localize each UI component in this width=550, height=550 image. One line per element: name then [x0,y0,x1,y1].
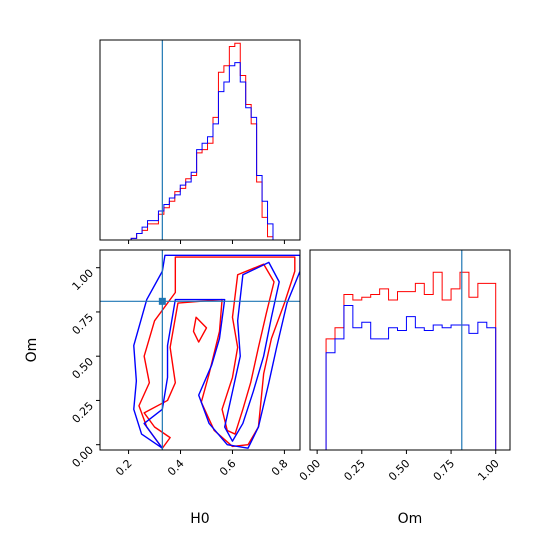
x-axis-label-h0: H0 [190,511,209,527]
hist-om-ticks: 0.00 0.25 0.50 0.75 1.00 [297,450,502,483]
contour-series-a-1 [221,263,275,435]
x-tick-label-om: 0.75 [431,457,458,484]
y-tick-label-om: 0.25 [70,399,97,426]
hist-h0-series-b [130,62,279,240]
contour-series-b-0 [133,254,300,449]
truth-marker [158,297,166,305]
hist-h0-series [130,40,279,240]
contour-ticks: 0.2 0.4 0.6 0.8 0.00 0.25 0.50 0.75 1.00 [70,267,291,479]
hist-om-series-b [317,305,505,450]
hist-h0-panel [99,39,301,244]
y-tick-label-om: 0.75 [70,311,97,338]
x-tick-label-h0: 0.4 [165,457,187,479]
contour-series-b-1 [223,261,280,442]
hist-h0-series-a [130,42,279,240]
hist-h0-ticks [128,240,285,244]
x-tick-label-h0: 0.2 [113,457,135,479]
x-tick-label-h0: 0.6 [217,457,239,479]
x-tick-label-om: 1.00 [475,457,502,484]
hist-om-series-a [317,271,505,450]
hist-om-panel: 0.00 0.25 0.50 0.75 1.00 [297,249,511,483]
y-tick-label-om: 0.50 [70,355,97,382]
hist-h0-frame [99,39,301,241]
x-tick-label-om: 0.00 [297,457,324,484]
contour-panel: 0.2 0.4 0.6 0.8 0.00 0.25 0.50 0.75 1.00 [70,249,301,479]
hist-om-frame [309,249,511,451]
contour-series [100,250,300,450]
hist-om-series [317,250,505,450]
x-tick-label-om: 0.50 [386,457,413,484]
x-axis-label-om: Om [398,511,423,527]
y-tick-label-om: 1.00 [70,267,97,294]
x-tick-label-om: 0.25 [341,457,368,484]
y-tick-label-om: 0.00 [70,444,97,471]
x-tick-label-h0: 0.8 [269,457,291,479]
contour-frame [99,249,301,451]
y-axis-label-om: Om [24,338,40,363]
contour-series-a-2 [192,316,208,343]
